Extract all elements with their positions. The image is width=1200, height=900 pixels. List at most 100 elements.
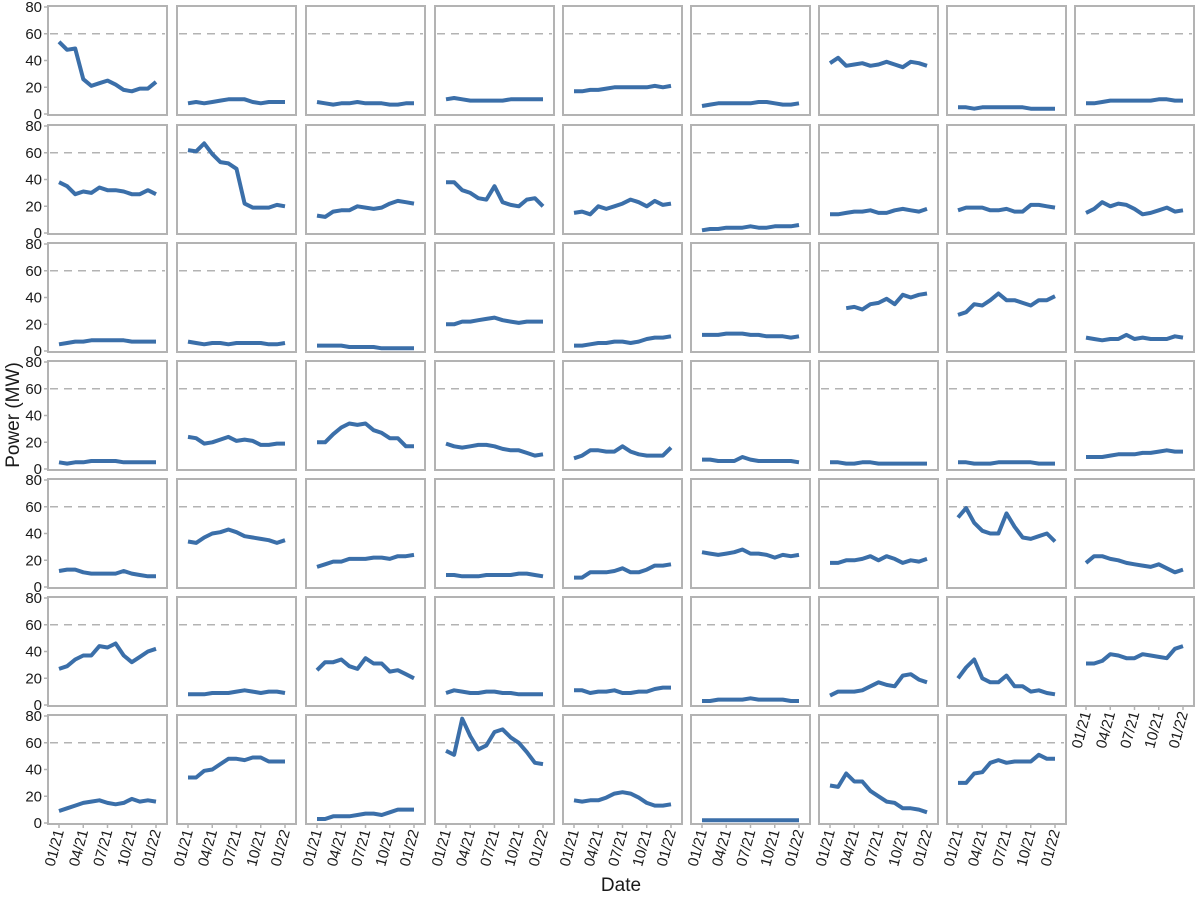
x-tick-label: 10/21 bbox=[629, 828, 655, 869]
panel-border bbox=[305, 5, 426, 116]
y-tick-label: 40 bbox=[25, 172, 42, 189]
series-line bbox=[445, 96, 543, 103]
x-tick-label: 10/21 bbox=[243, 828, 269, 869]
series-line bbox=[445, 688, 543, 697]
y-tick-label: 40 bbox=[25, 290, 42, 307]
series-line bbox=[187, 339, 286, 347]
panel bbox=[562, 242, 683, 353]
series-line bbox=[316, 100, 414, 107]
panel bbox=[434, 242, 555, 353]
x-tick-label: 07/21 bbox=[348, 828, 374, 869]
panel-border bbox=[690, 360, 811, 471]
y-tick-label: 20 bbox=[25, 788, 42, 805]
series-line bbox=[187, 141, 286, 210]
x-tick-label: 04/21 bbox=[324, 828, 350, 869]
series-line bbox=[829, 771, 928, 815]
series-line bbox=[317, 807, 414, 821]
series-line bbox=[1084, 554, 1184, 575]
x-tick-label: 01/22 bbox=[139, 828, 165, 869]
y-tick-label: 20 bbox=[25, 79, 42, 96]
x-tick-label: 01/21 bbox=[685, 828, 711, 869]
panel-border bbox=[305, 124, 426, 235]
series-line bbox=[1085, 332, 1184, 343]
panel bbox=[690, 714, 811, 825]
panel bbox=[176, 478, 297, 589]
x-tick-label: 01/21 bbox=[557, 828, 583, 869]
panel-border bbox=[946, 124, 1067, 235]
panel-border bbox=[562, 124, 683, 235]
panel bbox=[818, 596, 939, 707]
y-tick-label: 0 bbox=[34, 225, 42, 242]
series-line bbox=[316, 198, 415, 219]
series-line bbox=[445, 441, 544, 458]
x-tick-label: 10/21 bbox=[114, 828, 140, 869]
y-tick-label: 80 bbox=[25, 0, 42, 16]
series-line bbox=[1086, 644, 1184, 666]
panel-border bbox=[47, 360, 168, 471]
panel bbox=[946, 5, 1067, 116]
series-line bbox=[446, 180, 545, 209]
panel-border bbox=[434, 242, 555, 353]
panel-border bbox=[434, 124, 555, 235]
y-tick-label: 20 bbox=[25, 670, 42, 687]
x-tick-label: 04/21 bbox=[453, 828, 479, 869]
panel bbox=[562, 596, 683, 707]
x-tick-label: 04/21 bbox=[581, 828, 607, 869]
panel bbox=[305, 5, 426, 116]
series-line bbox=[446, 571, 544, 579]
series-line bbox=[573, 790, 672, 808]
y-tick-label: 20 bbox=[25, 198, 42, 215]
x-tick-label: 01/22 bbox=[1166, 710, 1192, 751]
panel-border bbox=[176, 5, 297, 116]
panel-border bbox=[818, 124, 939, 235]
series-line bbox=[58, 567, 156, 579]
series-line bbox=[573, 197, 672, 217]
x-tick-label: 04/21 bbox=[965, 828, 991, 869]
panel-border bbox=[690, 714, 811, 825]
x-tick-label: 01/21 bbox=[1069, 710, 1095, 751]
series-line bbox=[956, 657, 1056, 697]
series-line bbox=[957, 202, 1056, 214]
y-tick-label: 80 bbox=[25, 708, 42, 725]
series-line bbox=[958, 460, 1055, 466]
panel bbox=[562, 478, 683, 589]
panel: 0 20 40 60 80 bbox=[25, 708, 168, 832]
panel bbox=[305, 478, 426, 589]
panel-border bbox=[690, 242, 811, 353]
panel bbox=[176, 124, 297, 235]
panel-border bbox=[176, 596, 297, 707]
panel bbox=[305, 714, 426, 825]
series-line bbox=[702, 331, 800, 340]
series-line bbox=[58, 459, 156, 466]
panel: 0 20 40 60 80 bbox=[25, 472, 168, 596]
series-line bbox=[317, 343, 414, 351]
series-line bbox=[574, 685, 671, 695]
panel bbox=[690, 478, 811, 589]
panel bbox=[434, 478, 555, 589]
y-tick-label: 80 bbox=[25, 472, 42, 489]
panel-border bbox=[690, 596, 811, 707]
series-line bbox=[701, 547, 800, 560]
panel bbox=[690, 5, 811, 116]
x-tick-label: 04/21 bbox=[195, 828, 221, 869]
panel-border bbox=[818, 360, 939, 471]
panel-border bbox=[434, 596, 555, 707]
panel-border bbox=[176, 714, 297, 825]
panel bbox=[946, 124, 1067, 235]
panel bbox=[946, 242, 1067, 353]
series-line bbox=[188, 755, 285, 780]
panel-border bbox=[562, 242, 683, 353]
series-line bbox=[446, 315, 543, 327]
panel-border bbox=[562, 478, 683, 589]
x-tick-label: 01/21 bbox=[941, 828, 967, 869]
panel bbox=[1074, 124, 1195, 235]
x-tick-label: 04/21 bbox=[837, 828, 863, 869]
x-tick-label: 07/21 bbox=[219, 828, 245, 869]
panel bbox=[434, 360, 555, 471]
series-line bbox=[702, 696, 799, 703]
